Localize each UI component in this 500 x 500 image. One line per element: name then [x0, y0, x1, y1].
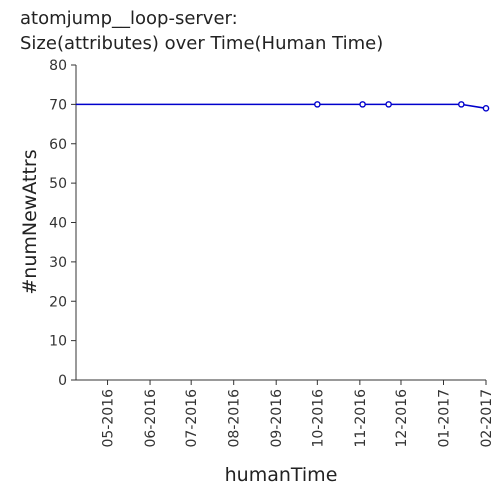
y-tick-label: 80: [49, 58, 67, 74]
x-tick-label: 01-2017: [436, 389, 452, 448]
x-tick-label: 11-2016: [353, 389, 369, 448]
axes: [75, 65, 486, 381]
y-tick-label: 70: [49, 97, 67, 113]
y-tick-label: 30: [49, 255, 67, 271]
data-point: [385, 101, 392, 108]
data-point: [482, 105, 490, 112]
x-tick-label: 05-2016: [101, 389, 117, 448]
y-tick-label: 10: [49, 334, 67, 350]
chart-title: atomjump__loop-server: Size(attributes) …: [20, 6, 383, 56]
x-tick-label: 12-2016: [394, 389, 410, 448]
x-tick-label: 08-2016: [227, 389, 243, 448]
x-axis-label: humanTime: [225, 464, 338, 486]
x-ticks: 05-2016 06-2016 07-2016 08-2016 09-2016 10-20…: [101, 380, 495, 448]
series-group: [76, 101, 490, 112]
x-tick-label: 07-2016: [184, 389, 200, 448]
series-line: [76, 103, 487, 110]
chart-title-line2: Size(attributes) over Time(Human Time): [20, 33, 384, 54]
data-point: [359, 101, 366, 108]
chart-title-line1: atomjump__loop-server:: [20, 8, 238, 29]
y-tick-label: 0: [58, 373, 67, 389]
y-ticks: 0 10 20 30 40 50 60 70 80: [49, 58, 76, 389]
x-tick-label: 02-2017: [479, 389, 495, 448]
y-tick-label: 60: [49, 137, 67, 153]
x-tick-label: 06-2016: [143, 389, 159, 448]
y-tick-label: 20: [49, 294, 67, 310]
y-axis-label: #numNewAttrs: [19, 149, 41, 294]
data-point: [458, 101, 465, 108]
x-tick-label: 09-2016: [269, 389, 285, 448]
data-point: [314, 101, 321, 108]
x-tick-label: 10-2016: [310, 389, 326, 448]
y-tick-label: 40: [49, 216, 67, 232]
y-tick-label: 50: [49, 176, 67, 192]
